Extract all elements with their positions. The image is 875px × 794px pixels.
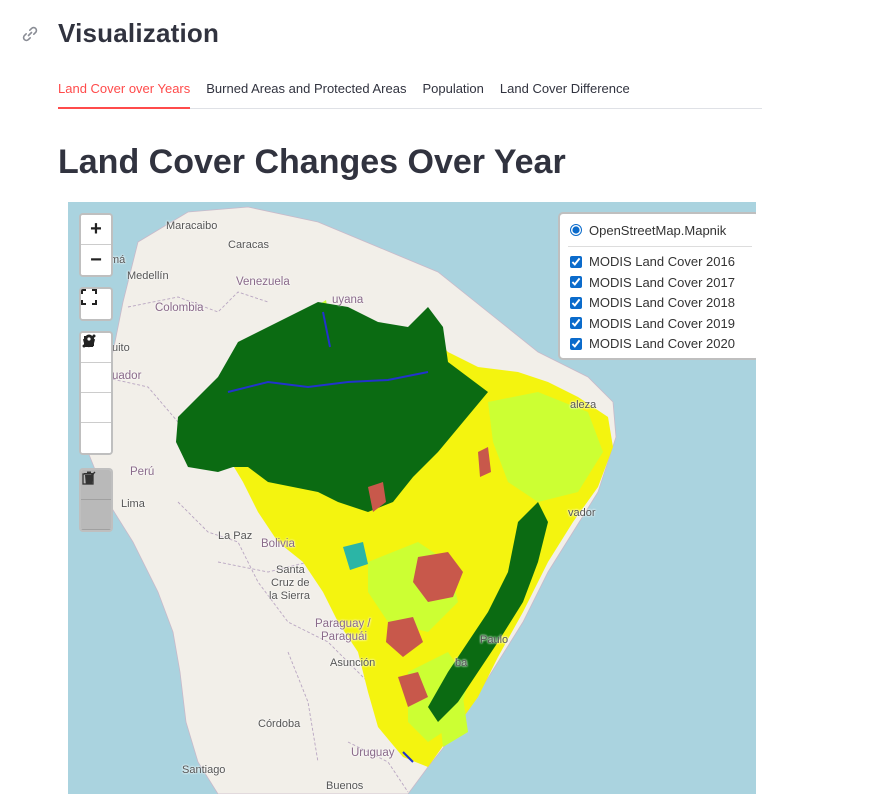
delete-layers-button[interactable] xyxy=(81,471,111,530)
label-fortaleza: aleza xyxy=(570,399,597,411)
basemap-option[interactable]: OpenStreetMap.Mapnik xyxy=(568,220,752,241)
label-medellin: Medellín xyxy=(127,270,169,282)
zoom-out-button[interactable]: − xyxy=(81,245,111,275)
label-colombia: Colombia xyxy=(155,302,204,314)
overlay-option-2019[interactable]: MODIS Land Cover 2019 xyxy=(568,313,752,334)
overlay-checkbox-2017[interactable] xyxy=(570,276,582,289)
overlay-label-2016: MODIS Land Cover 2016 xyxy=(589,254,735,270)
overlay-label-2018: MODIS Land Cover 2018 xyxy=(589,295,735,311)
draw-polygon-button[interactable] xyxy=(81,335,111,393)
label-caracas: Caracas xyxy=(228,239,269,251)
label-lima: Lima xyxy=(121,498,145,510)
label-cartesian: má xyxy=(110,254,126,266)
label-maracaibo: Maracaibo xyxy=(166,220,218,232)
layer-divider xyxy=(568,245,752,247)
label-buenos: Buenos xyxy=(326,780,364,792)
overlay-option-2020[interactable]: MODIS Land Cover 2020 xyxy=(568,334,752,355)
draw-rectangle-button[interactable] xyxy=(81,336,111,423)
edit-toolbar xyxy=(79,468,113,532)
trash-icon xyxy=(84,471,94,484)
label-salvador: vador xyxy=(568,507,596,519)
overlay-label-2017: MODIS Land Cover 2017 xyxy=(589,274,735,290)
overlay-label-2019: MODIS Land Cover 2019 xyxy=(589,315,735,331)
fullscreen-button[interactable] xyxy=(81,289,111,319)
link-icon[interactable] xyxy=(20,24,40,44)
zoom-control: + − xyxy=(79,213,113,277)
tab-population[interactable]: Population xyxy=(422,81,484,96)
rivers xyxy=(227,311,429,763)
overlay-option-2018[interactable]: MODIS Land Cover 2018 xyxy=(568,293,752,314)
label-quito: uito xyxy=(112,342,130,354)
label-uruguay: Uruguay xyxy=(351,747,395,759)
wetland xyxy=(343,542,368,570)
label-peru: Perú xyxy=(130,466,155,478)
map-view[interactable]: Maracaibo Caracas Medellín Venezuela Col… xyxy=(68,202,756,794)
label-santacruz-2: Cruz de xyxy=(271,577,310,589)
overlay-checkbox-2020[interactable] xyxy=(570,337,582,350)
layer-control: OpenStreetMap.Mapnik MODIS Land Cover 20… xyxy=(558,212,756,360)
zoom-in-button[interactable]: + xyxy=(81,215,111,245)
fullscreen-icon xyxy=(81,289,97,305)
label-santacruz-3: la Sierra xyxy=(269,590,310,602)
atlantic-forest xyxy=(428,502,548,722)
section-title: Visualization xyxy=(58,18,220,48)
label-rio: ba xyxy=(455,657,468,669)
brazil-forest xyxy=(176,302,488,512)
label-ecuador: uador xyxy=(112,370,142,382)
label-guyana: uyana xyxy=(332,294,364,306)
overlay-checkbox-2016[interactable] xyxy=(570,255,582,268)
tab-land-cover-difference[interactable]: Land Cover Difference xyxy=(499,81,630,96)
label-cordoba: Córdoba xyxy=(258,718,301,730)
label-paraguay-2: Paraguái xyxy=(321,631,368,643)
overlay-option-2017[interactable]: MODIS Land Cover 2017 xyxy=(568,272,752,293)
overlay-checkbox-2018[interactable] xyxy=(570,296,582,309)
overlay-checkbox-2019[interactable] xyxy=(570,317,582,330)
fullscreen-control xyxy=(79,287,113,321)
label-venezuela: Venezuela xyxy=(236,276,290,288)
basemap-label: OpenStreetMap.Mapnik xyxy=(589,222,727,238)
basemap-radio[interactable] xyxy=(570,224,582,237)
label-bolivia: Bolivia xyxy=(261,538,295,550)
overlay-option-2016[interactable]: MODIS Land Cover 2016 xyxy=(568,252,752,273)
draw-toolbar xyxy=(79,331,113,455)
map-canvas xyxy=(87,206,617,794)
label-santiago: Santiago xyxy=(182,764,226,776)
tab-land-cover-over-years[interactable]: Land Cover over Years xyxy=(58,74,191,109)
page-title: Land Cover Changes Over Year xyxy=(58,143,566,181)
tab-bar: Land Cover over Years Burned Areas and P… xyxy=(58,74,762,109)
label-paraguay-1: Paraguay / xyxy=(315,618,371,630)
cropland xyxy=(368,447,491,707)
draw-marker-button[interactable] xyxy=(81,334,111,453)
section-header: Visualization xyxy=(20,18,219,49)
label-lapaz: La Paz xyxy=(218,530,253,542)
label-santacruz-1: Santa xyxy=(276,564,305,576)
overlay-label-2020: MODIS Land Cover 2020 xyxy=(589,336,735,352)
label-asuncion: Asunción xyxy=(330,657,376,669)
marker-icon xyxy=(84,334,94,348)
label-saopaulo: Paulo xyxy=(480,634,509,646)
tab-burned-areas[interactable]: Burned Areas and Protected Areas xyxy=(206,81,407,96)
